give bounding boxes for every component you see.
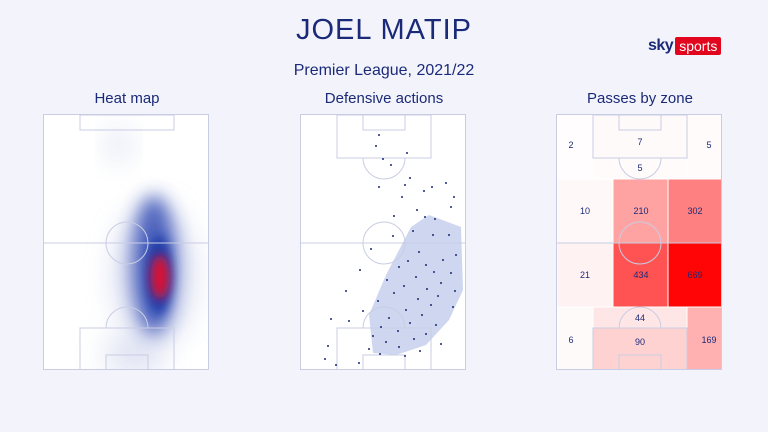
passes-title: Passes by zone	[587, 90, 693, 107]
zone-cell	[557, 115, 594, 180]
zone-value-label: 2	[568, 140, 573, 150]
pitch-lines	[557, 115, 721, 369]
page-title: JOEL MATIP	[296, 14, 472, 46]
logo-sky-text: sky	[648, 37, 674, 54]
zone-cell	[667, 178, 721, 244]
zone-cell	[592, 327, 688, 369]
page-subtitle: Premier League, 2021/22	[293, 62, 475, 79]
passes-svg: 2 7 5 5 10 210 302 21 434 669 6 44 90 169	[557, 115, 721, 369]
zone-value-label: 7	[637, 137, 642, 147]
zone-value-label: 90	[635, 337, 645, 347]
zone-value-label: 10	[580, 206, 590, 216]
defensive-dots	[324, 134, 457, 366]
zone-cell	[592, 115, 688, 159]
zone-value-label: 44	[635, 313, 645, 323]
defensive-title: Defensive actions	[324, 90, 444, 107]
zone-value-label: 434	[633, 270, 648, 280]
heatmap-title: Heat map	[94, 90, 160, 107]
zone-value-label: 5	[706, 140, 711, 150]
zone-value-label: 169	[701, 335, 716, 345]
pitch-lines	[301, 115, 465, 369]
zone-labels: 2 7 5 5 10 210 302 21 434 669 6 44 90 169	[568, 137, 716, 347]
zone-value-label: 302	[687, 206, 702, 216]
zone-value-label: 21	[580, 270, 590, 280]
zone-cell	[686, 306, 721, 369]
zone-value-label: 669	[687, 270, 702, 280]
zone-value-label: 5	[637, 163, 642, 173]
zone-cell	[686, 115, 721, 180]
sky-sports-logo: sky sports	[648, 37, 722, 55]
logo-sports-text: sports	[675, 37, 722, 55]
defensive-hull	[369, 215, 463, 355]
defensive-pitch	[300, 114, 466, 370]
heat-blobs	[104, 127, 194, 369]
defensive-svg	[301, 115, 465, 369]
heatmap-pitch	[43, 114, 209, 370]
passes-pitch: 2 7 5 5 10 210 302 21 434 669 6 44 90 169	[556, 114, 722, 370]
zone-value-label: 6	[568, 335, 573, 345]
zone-cell	[557, 306, 594, 369]
pitch-lines	[44, 115, 208, 369]
heatmap-svg	[44, 115, 208, 369]
zone-value-label: 210	[633, 206, 648, 216]
